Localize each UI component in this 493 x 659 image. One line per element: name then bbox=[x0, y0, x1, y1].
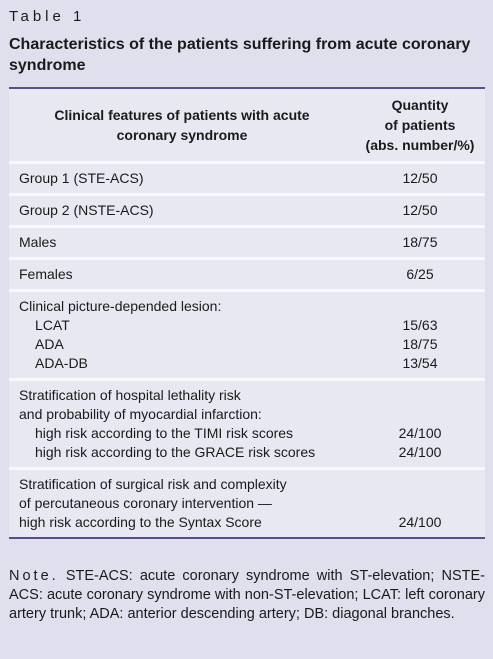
quantity-value: 18/75 bbox=[402, 234, 438, 250]
quantity-spacer bbox=[355, 405, 485, 424]
header-row: Clinical features of patients with acute… bbox=[9, 88, 485, 164]
quantity-value: 12/50 bbox=[402, 170, 438, 186]
note-text: STE-ACS: acute coronary syndrome with ST… bbox=[9, 568, 485, 622]
quantity-value: 24/100 bbox=[398, 514, 442, 530]
feature-item: Group 1 (STE-ACS) bbox=[19, 170, 144, 186]
quantity-cell: 24/100 bbox=[355, 467, 485, 538]
quantity-value: 24/100 bbox=[398, 425, 442, 441]
quantity-cell: 15/63 18/75 13/54 bbox=[355, 289, 485, 380]
feature-item: high risk according to the TIMI risk sco… bbox=[35, 425, 294, 441]
header-quantity-line: Quantity bbox=[391, 97, 449, 113]
table-label: Table 1 bbox=[9, 8, 86, 25]
feature-item: Females bbox=[19, 266, 73, 282]
feature-cell: Males bbox=[9, 225, 355, 259]
feature-cell: Group 1 (STE-ACS) bbox=[9, 161, 355, 195]
table: Clinical features of patients with acute… bbox=[9, 87, 485, 539]
table-row: Stratification of surgical risk and comp… bbox=[9, 467, 485, 538]
feature-cell: Group 2 (NSTE-ACS) bbox=[9, 193, 355, 227]
table-row: Group 1 (STE-ACS) 12/50 bbox=[9, 161, 485, 195]
feature-line: Stratification of hospital lethality ris… bbox=[19, 387, 241, 403]
feature-line: of percutaneous coronary intervention — bbox=[19, 495, 272, 511]
feature-item: Group 2 (NSTE-ACS) bbox=[19, 202, 154, 218]
header-feature: Clinical features of patients with acute… bbox=[9, 88, 355, 164]
quantity-cell: 24/100 24/100 bbox=[355, 378, 485, 469]
feature-cell: Females bbox=[9, 257, 355, 291]
header-quantity: Quantity of patients (abs. number/%) bbox=[355, 88, 485, 164]
table-row: Females 6/25 bbox=[9, 257, 485, 291]
table-row: Stratification of hospital lethality ris… bbox=[9, 378, 485, 469]
feature-line: and probability of myocardial infarction… bbox=[19, 406, 262, 422]
feature-item: ADA-DB bbox=[35, 355, 88, 371]
quantity-value: 6/25 bbox=[406, 266, 434, 282]
quantity-value: 15/63 bbox=[402, 317, 438, 333]
table-row: Males 18/75 bbox=[9, 225, 485, 259]
quantity-value: 13/54 bbox=[402, 355, 438, 371]
table-header: Clinical features of patients with acute… bbox=[9, 88, 485, 164]
feature-item: high risk according to the GRACE risk sc… bbox=[35, 444, 316, 460]
quantity-spacer bbox=[355, 386, 485, 405]
header-quantity-line: (abs. number/%) bbox=[365, 137, 475, 153]
feature-cell: Stratification of hospital lethality ris… bbox=[9, 378, 355, 469]
feature-cell: Clinical picture-depended lesion: LCAT ADA… bbox=[9, 289, 355, 380]
note: Note. STE-ACS: acute coronary syndrome w… bbox=[9, 567, 485, 624]
header-quantity-line: of patients bbox=[384, 117, 456, 133]
feature-line: Stratification of surgical risk and comp… bbox=[19, 476, 287, 492]
quantity-value: 12/50 bbox=[402, 202, 438, 218]
feature-item: ADA bbox=[35, 336, 64, 352]
note-prefix: Note. bbox=[9, 568, 59, 584]
table-row: Group 2 (NSTE-ACS) 12/50 bbox=[9, 193, 485, 227]
quantity-spacer bbox=[355, 475, 485, 494]
quantity-value: 24/100 bbox=[398, 444, 442, 460]
feature-item: high risk according to the Syntax Score bbox=[19, 514, 262, 530]
quantity-cell: 6/25 bbox=[355, 257, 485, 291]
feature-item: Males bbox=[19, 234, 57, 250]
quantity-cell: 12/50 bbox=[355, 161, 485, 195]
quantity-spacer bbox=[355, 297, 485, 316]
feature-line: Clinical picture-depended lesion: bbox=[19, 298, 222, 314]
quantity-cell: 18/75 bbox=[355, 225, 485, 259]
table-row: Clinical picture-depended lesion: LCAT ADA… bbox=[9, 289, 485, 380]
quantity-spacer bbox=[355, 494, 485, 513]
feature-cell: Stratification of surgical risk and comp… bbox=[9, 467, 355, 538]
table-title: Characteristics of the patients sufferin… bbox=[9, 36, 471, 74]
table-body: Group 1 (STE-ACS) 12/50 Group 2 (NSTE-ACS)… bbox=[9, 161, 485, 538]
feature-item: LCAT bbox=[35, 317, 70, 333]
quantity-cell: 12/50 bbox=[355, 193, 485, 227]
quantity-value: 18/75 bbox=[402, 336, 438, 352]
